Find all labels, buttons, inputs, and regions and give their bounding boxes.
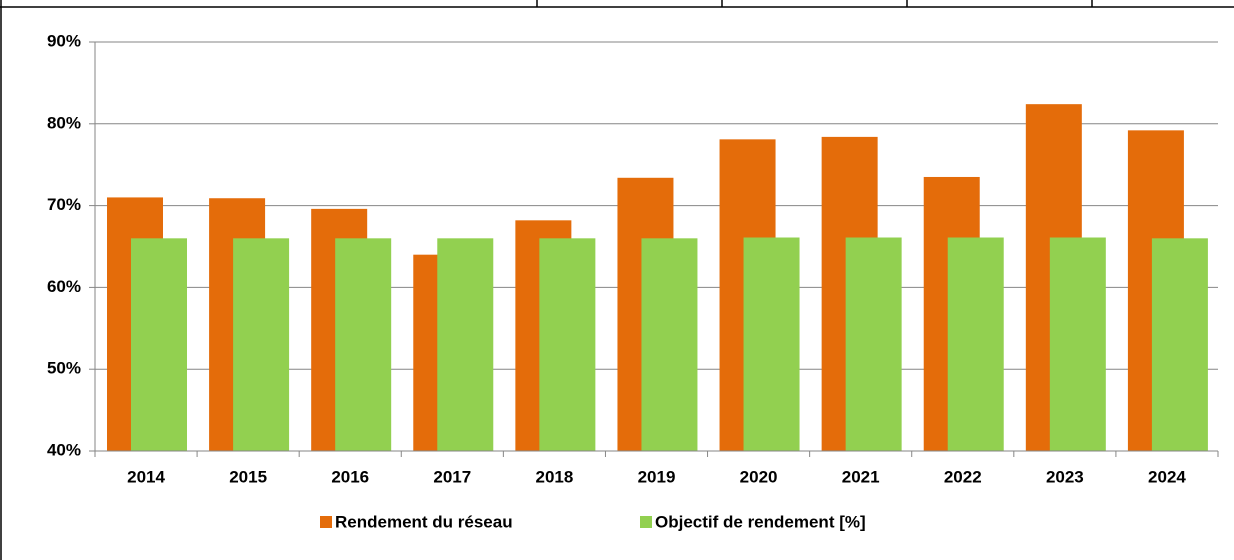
x-tick-label: 2023: [1046, 467, 1084, 486]
x-tick-label: 2022: [944, 467, 982, 486]
x-tick-label: 2024: [1148, 467, 1186, 486]
x-tick-label: 2014: [127, 467, 165, 486]
bar: [437, 238, 494, 451]
bar: [539, 238, 596, 451]
bar: [1049, 237, 1106, 451]
x-tick-label: 2015: [229, 467, 267, 486]
y-tick-label: 70%: [47, 195, 81, 214]
bar: [743, 237, 800, 451]
bar: [335, 238, 392, 451]
x-tick-label: 2021: [842, 467, 880, 486]
bar: [233, 238, 290, 451]
y-tick-label: 80%: [47, 113, 81, 132]
x-tick-label: 2017: [433, 467, 471, 486]
legend-label: Rendement du réseau: [335, 512, 513, 531]
bar: [131, 238, 187, 451]
bar: [845, 237, 902, 451]
bar: [1151, 238, 1208, 451]
y-tick-label: 50%: [47, 359, 81, 378]
y-tick-label: 60%: [47, 277, 81, 296]
y-tick-label: 40%: [47, 440, 81, 459]
bar: [947, 237, 1004, 451]
legend-swatch: [320, 516, 332, 528]
x-tick-label: 2016: [331, 467, 369, 486]
x-tick-label: 2018: [535, 467, 573, 486]
y-tick-label: 90%: [47, 31, 81, 50]
bar: [641, 238, 698, 451]
legend-label: Objectif de rendement [%]: [655, 512, 866, 531]
legend-swatch: [640, 516, 652, 528]
x-tick-label: 2019: [638, 467, 676, 486]
x-tick-label: 2020: [740, 467, 778, 486]
